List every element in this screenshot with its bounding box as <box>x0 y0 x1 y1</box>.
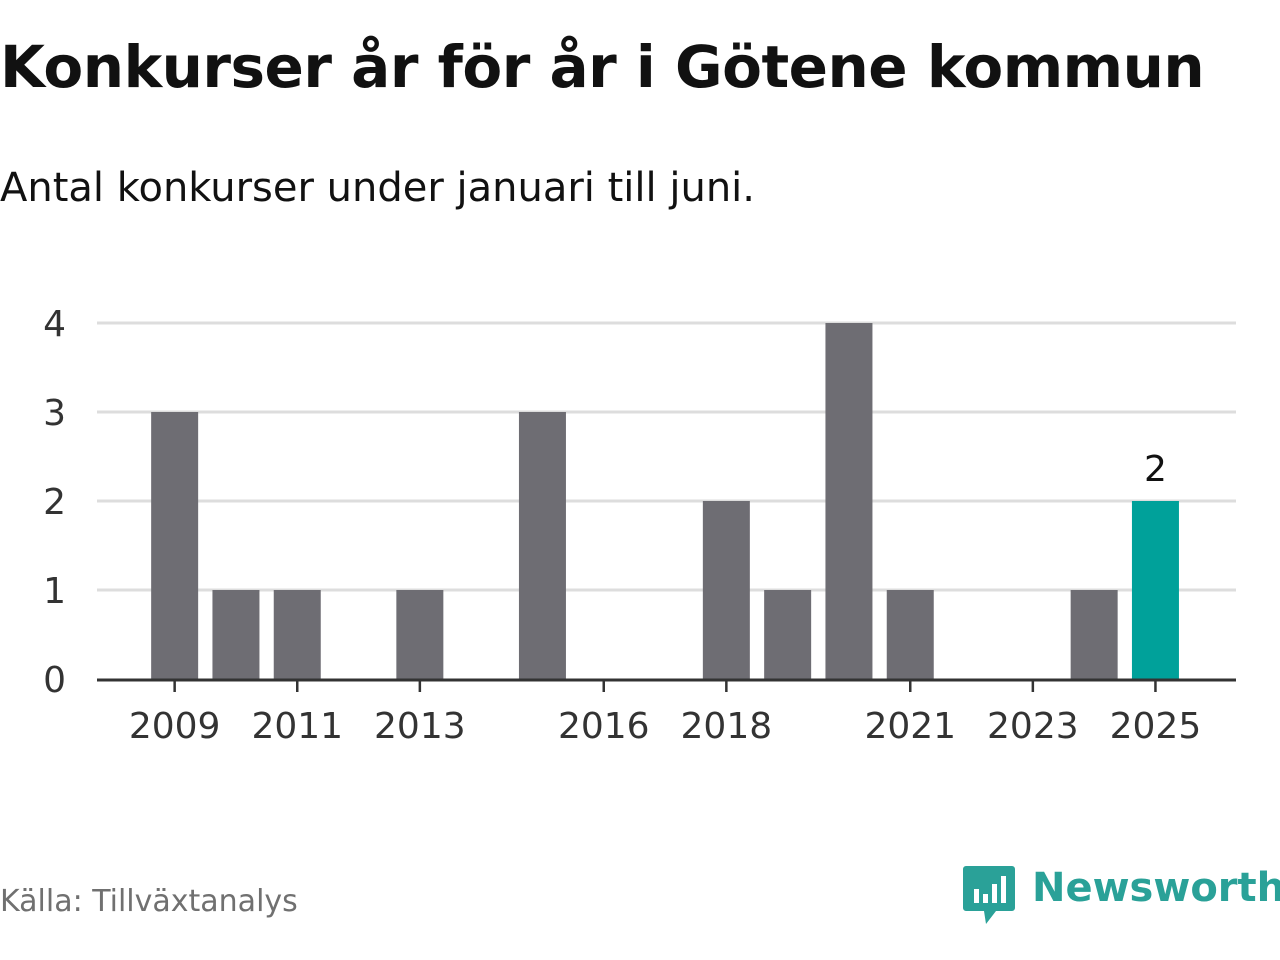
bar-2019 <box>764 590 812 679</box>
bar-chart: 0 1 2 3 4 2009 2011 2013 2016 2018 2021 2023 2025 2 <box>43 304 1236 747</box>
x-tick-label: 2009 <box>129 706 221 747</box>
chart-title: Konkurser år för år i Götene kommun <box>0 33 1205 101</box>
bar-2024 <box>1070 590 1118 679</box>
y-tick-label: 2 <box>43 482 66 523</box>
x-tick-label: 2011 <box>251 706 343 747</box>
y-tick-label: 3 <box>43 393 66 434</box>
y-tick-label: 4 <box>43 304 66 345</box>
x-tick-label: 2025 <box>1110 706 1202 747</box>
x-tick-label: 2023 <box>987 706 1079 747</box>
bar-2009 <box>151 412 199 679</box>
y-tick-label: 1 <box>43 571 66 612</box>
source-note: Källa: Tillväxtanalys <box>0 884 298 919</box>
bar-2021 <box>886 590 934 679</box>
brand-logo: Newsworthy <box>962 864 1280 928</box>
bar-2015 <box>518 412 566 679</box>
newsworthy-logo-icon <box>963 866 1015 924</box>
grid-lines <box>97 321 1236 592</box>
bar-2020 <box>825 323 873 679</box>
tick-labels: 0 1 2 3 4 2009 2011 2013 2016 2018 2021 2023 2025 2 <box>43 304 1201 747</box>
chart-subtitle: Antal konkurser under januari till juni. <box>0 165 755 211</box>
bar-2025 <box>1131 501 1179 679</box>
bar-2011 <box>273 590 321 679</box>
bar-2018 <box>702 501 750 679</box>
x-tick-label: 2018 <box>681 706 773 747</box>
x-tick-label: 2021 <box>864 706 956 747</box>
y-tick-label: 0 <box>43 660 66 701</box>
x-axis <box>97 678 1236 692</box>
bar-2013 <box>396 590 444 679</box>
x-tick-label: 2016 <box>558 706 650 747</box>
brand-name: Newsworthy <box>1032 865 1280 911</box>
x-tick-label: 2013 <box>374 706 466 747</box>
bars <box>151 323 1179 679</box>
bar-2010 <box>212 590 260 679</box>
data-label: 2 <box>1144 449 1167 490</box>
